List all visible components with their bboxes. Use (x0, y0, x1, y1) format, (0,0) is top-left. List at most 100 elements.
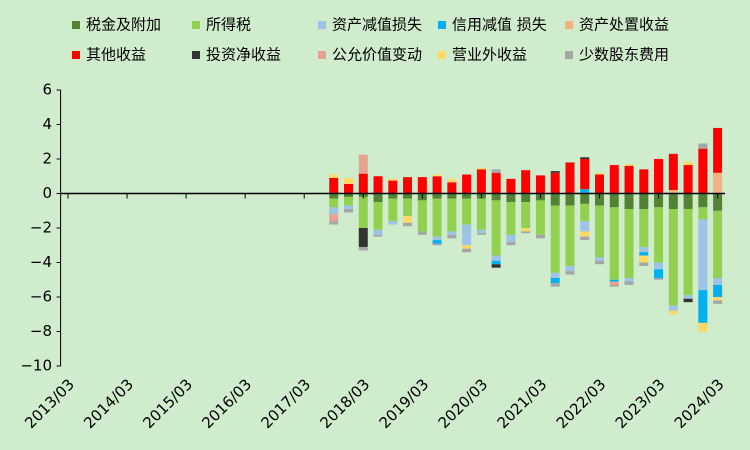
legend-label: 所得税 (206, 16, 251, 34)
bar-segment (344, 177, 354, 185)
y-tick-label: 4 (42, 115, 52, 133)
bar-segment (654, 269, 664, 279)
bar-segment (565, 265, 575, 272)
bar-segment (506, 193, 516, 203)
bar-segment (403, 215, 413, 223)
bar-segment (388, 221, 398, 225)
bar-segment (698, 148, 708, 194)
bar-segment (521, 228, 531, 232)
bar-segment (535, 175, 545, 194)
y-tick-label: −10 (20, 357, 52, 375)
bar-segment (447, 198, 457, 232)
bar-segment (654, 207, 664, 263)
bar-segment (550, 278, 560, 284)
bar-segment (491, 169, 501, 173)
legend-swatch (565, 21, 573, 29)
bar-segment (521, 231, 531, 234)
legend-swatch (72, 51, 80, 59)
bar-segment (683, 161, 693, 166)
bar-segment (476, 233, 486, 235)
bar-segment (491, 255, 501, 261)
bar-segment (329, 207, 339, 215)
bar-segment (521, 202, 531, 228)
legend-label: 营业外收益 (452, 46, 527, 64)
legend-label: 税金及附加 (86, 16, 161, 34)
bar-segment (550, 172, 560, 194)
bar-segment (462, 248, 472, 253)
bar-segment (698, 219, 708, 291)
bar-segment (698, 193, 708, 208)
legend-label: 信用减值 损失 (452, 16, 547, 34)
bar-segment (521, 170, 531, 194)
bar-segment (476, 167, 486, 170)
bar-segment (580, 193, 590, 204)
bar-segment (550, 193, 560, 206)
legend-label: 公允价值变动 (332, 46, 422, 64)
bar-segment (432, 176, 442, 194)
bar-segment (358, 196, 368, 228)
y-tick-label: −8 (30, 322, 52, 340)
bar-segment (609, 284, 619, 287)
bar-segment (654, 193, 664, 208)
bar-segment (506, 234, 516, 242)
bar-segment (462, 193, 472, 199)
bar-segment (565, 193, 575, 206)
bar-segment (609, 193, 619, 208)
bar-segment (609, 165, 619, 194)
bar-segment (432, 240, 442, 244)
y-tick-label: −2 (30, 219, 52, 237)
bar-segment (403, 177, 413, 194)
bar-segment (329, 214, 339, 222)
bar-segment (432, 236, 442, 241)
x-tick-label: 2023/03 (612, 375, 669, 432)
bar-segment (550, 205, 560, 273)
bar-segment (580, 189, 590, 194)
bar-segment (713, 297, 723, 301)
bar-segment (550, 272, 560, 279)
bar-segment (698, 143, 708, 149)
legend-swatch (318, 51, 326, 59)
bar-segment (595, 260, 605, 265)
bar-segment (595, 193, 605, 206)
bar-segment (491, 172, 501, 194)
bar-segment (373, 229, 383, 235)
x-tick-label: 2017/03 (257, 375, 314, 432)
bar-segment (609, 207, 619, 280)
legend-swatch (318, 21, 326, 29)
bar-segment (462, 198, 472, 225)
bar-segment (668, 305, 678, 311)
bar-segment (639, 262, 649, 266)
bar-segment (476, 169, 486, 194)
bar-segment (373, 193, 383, 203)
x-tick-label: 2021/03 (494, 375, 551, 432)
bar-segment (668, 153, 678, 191)
bar-segment (373, 176, 383, 194)
bar-segment (329, 174, 339, 178)
legend-swatch (72, 21, 80, 29)
bar-segment (698, 290, 708, 323)
bar-segment (595, 205, 605, 258)
bar-segment (624, 193, 634, 210)
bar-segment (624, 164, 634, 166)
y-tick-label: −4 (30, 253, 52, 271)
bar-segment (668, 193, 678, 210)
bar-segment (639, 193, 649, 210)
y-tick-label: 6 (42, 81, 52, 99)
bar-segment (668, 209, 678, 306)
y-tick-label: 0 (42, 184, 52, 202)
x-tick-label: 2022/03 (553, 375, 610, 432)
bar-segment (639, 209, 649, 247)
bar-segment (388, 198, 398, 222)
bar-segment (668, 310, 678, 315)
bar-segment (344, 196, 354, 206)
legend-label: 投资净收益 (206, 46, 281, 64)
bar-segment (344, 184, 354, 194)
bar-segment (476, 229, 486, 234)
bar-segment (654, 262, 664, 270)
x-tick-label: 2019/03 (376, 375, 433, 432)
bar-segment (344, 193, 354, 197)
bar-segment (713, 210, 723, 279)
bar-segment (565, 205, 575, 266)
bar-segment (506, 241, 516, 246)
